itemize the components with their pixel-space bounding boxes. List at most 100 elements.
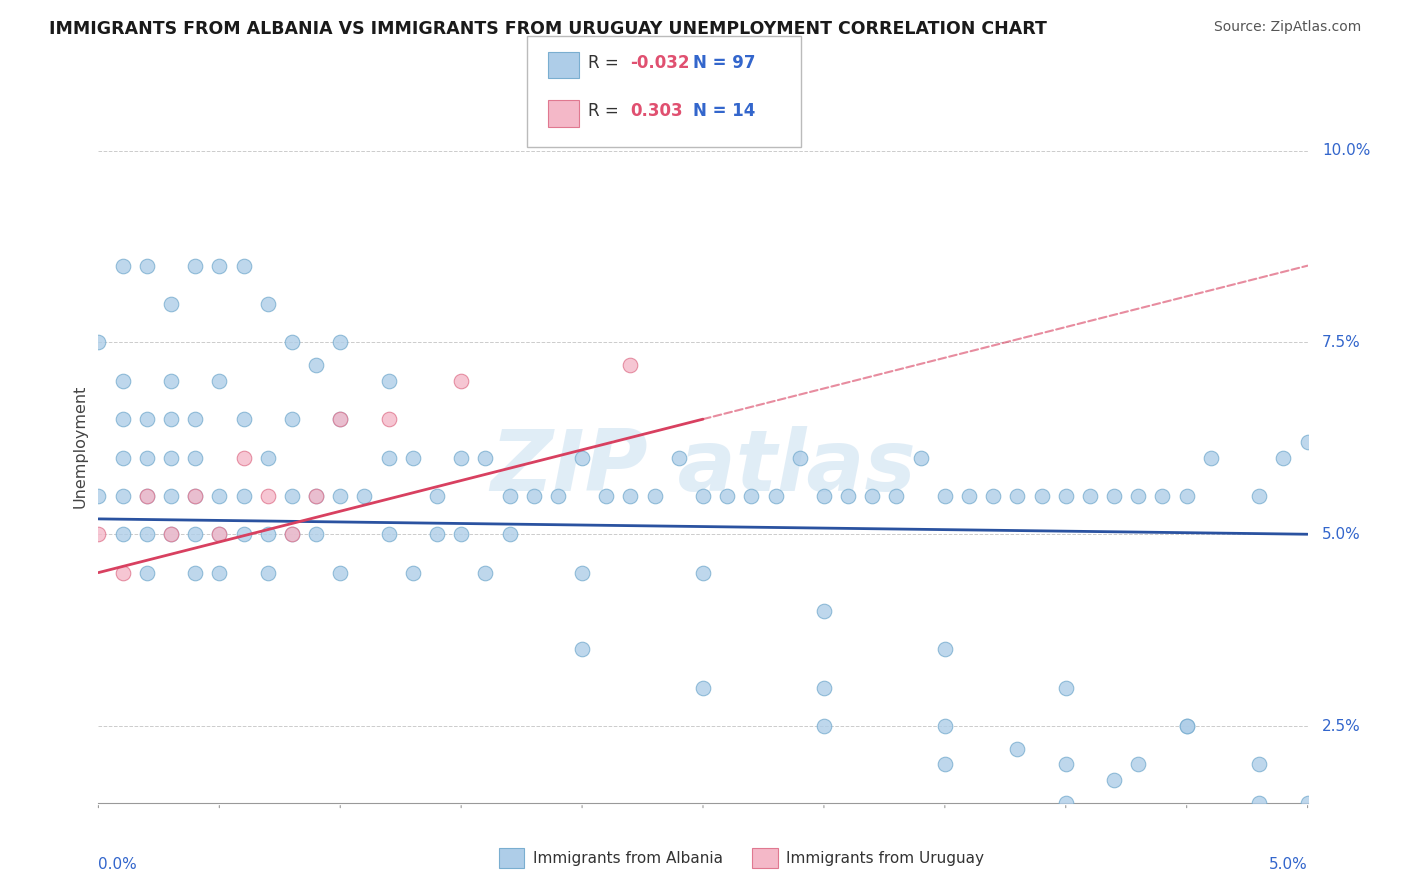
Point [644,489,666,503]
Text: ZIP atlas: ZIP atlas [491,425,915,509]
Point [111,527,134,541]
Point [281,489,304,503]
Point [450,527,472,541]
Point [595,489,617,503]
Point [208,566,231,580]
Point [1249,757,1271,772]
Text: 5.0%: 5.0% [1268,856,1308,871]
Point [305,527,328,541]
Point [1078,489,1101,503]
Point [886,489,908,503]
Point [184,450,207,465]
Text: Source: ZipAtlas.com: Source: ZipAtlas.com [1213,20,1361,34]
Point [111,374,134,388]
Point [135,489,157,503]
Point [329,412,352,426]
Point [281,335,304,350]
Point [813,489,835,503]
Point [232,450,254,465]
Point [765,489,787,503]
Point [498,489,520,503]
Point [668,450,690,465]
Point [208,489,231,503]
Point [232,489,254,503]
Point [232,527,254,541]
Point [184,489,207,503]
Point [450,450,472,465]
Point [1031,489,1053,503]
Point [377,527,399,541]
Point [692,489,714,503]
Point [426,489,449,503]
Point [571,450,593,465]
Point [692,566,714,580]
Point [860,489,883,503]
Text: -0.032: -0.032 [630,54,689,72]
Point [329,566,352,580]
Point [135,259,157,273]
Point [329,489,352,503]
Point [87,527,110,541]
Point [571,642,593,657]
Point [111,489,134,503]
Point [160,527,183,541]
Point [208,527,231,541]
Point [160,412,183,426]
Point [256,566,278,580]
Text: 0.303: 0.303 [630,103,682,120]
Text: 0.0%: 0.0% [98,856,138,871]
Point [571,566,593,580]
Point [184,489,207,503]
Point [111,450,134,465]
Y-axis label: Unemployment: Unemployment [72,384,87,508]
Point [135,527,157,541]
Point [619,359,641,373]
Text: 7.5%: 7.5% [1322,334,1361,350]
Point [523,489,546,503]
Point [232,412,254,426]
Point [111,566,134,580]
Point [1054,757,1077,772]
Point [87,489,110,503]
Text: 2.5%: 2.5% [1322,719,1361,733]
Point [1175,489,1198,503]
Point [208,374,231,388]
Point [353,489,375,503]
Point [426,527,449,541]
Text: R =: R = [588,103,628,120]
Text: Immigrants from Uruguay: Immigrants from Uruguay [786,851,984,865]
Point [135,450,157,465]
Point [160,374,183,388]
Point [377,374,399,388]
Text: Immigrants from Albania: Immigrants from Albania [533,851,723,865]
Point [450,374,472,388]
Point [1175,719,1198,733]
Point [135,489,157,503]
Point [789,450,811,465]
Point [305,489,328,503]
Point [813,719,835,733]
Point [1249,489,1271,503]
Point [208,527,231,541]
Point [256,527,278,541]
Point [160,489,183,503]
Point [716,489,738,503]
Point [934,719,956,733]
Point [1007,742,1029,756]
Point [184,566,207,580]
Point [377,450,399,465]
Point [256,489,278,503]
Point [232,259,254,273]
Point [377,412,399,426]
Point [160,527,183,541]
Point [1199,450,1222,465]
Point [402,566,425,580]
Point [934,642,956,657]
Text: N = 97: N = 97 [693,54,755,72]
Point [305,489,328,503]
Point [981,489,1004,503]
Point [1175,719,1198,733]
Point [1007,489,1029,503]
Point [1249,796,1271,810]
Point [1054,489,1077,503]
